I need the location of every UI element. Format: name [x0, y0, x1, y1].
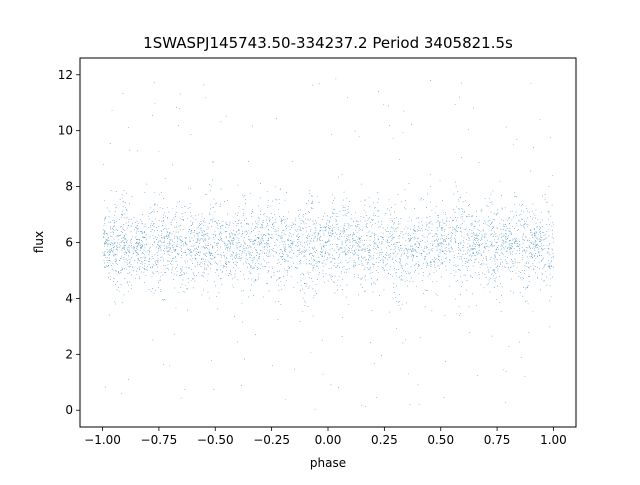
- x-tick-label: 0.75: [484, 433, 511, 447]
- y-tick-label: 2: [65, 347, 73, 361]
- x-tick-label: −0.75: [141, 433, 178, 447]
- y-tick-label: 8: [65, 180, 73, 194]
- y-axis-ticks: 0 2 4 6 8 10 12: [58, 68, 80, 417]
- x-tick-label: 0.50: [427, 433, 454, 447]
- x-tick-label: 0.25: [371, 433, 398, 447]
- x-axis-ticks: −1.00 −0.75 −0.50 −0.25 0.00 0.25 0.50 0.75 1.00: [84, 427, 567, 447]
- scatter-point-cloud: [102, 78, 554, 410]
- x-tick-label: −0.25: [253, 433, 290, 447]
- y-tick-label: 6: [65, 236, 73, 250]
- x-tick-label: −0.50: [197, 433, 234, 447]
- x-axis-label: phase: [310, 456, 346, 470]
- y-tick-label: 4: [65, 291, 73, 305]
- y-tick-label: 12: [58, 68, 73, 82]
- data-points: [102, 78, 554, 410]
- x-tick-label: 1.00: [540, 433, 567, 447]
- x-tick-label: −1.00: [84, 433, 121, 447]
- y-axis-label: flux: [32, 231, 46, 253]
- y-tick-label: 0: [65, 403, 73, 417]
- x-tick-label: 0.00: [315, 433, 342, 447]
- y-tick-label: 10: [58, 124, 73, 138]
- chart-title: 1SWASPJ145743.50-334237.2 Period 3405821…: [143, 34, 513, 52]
